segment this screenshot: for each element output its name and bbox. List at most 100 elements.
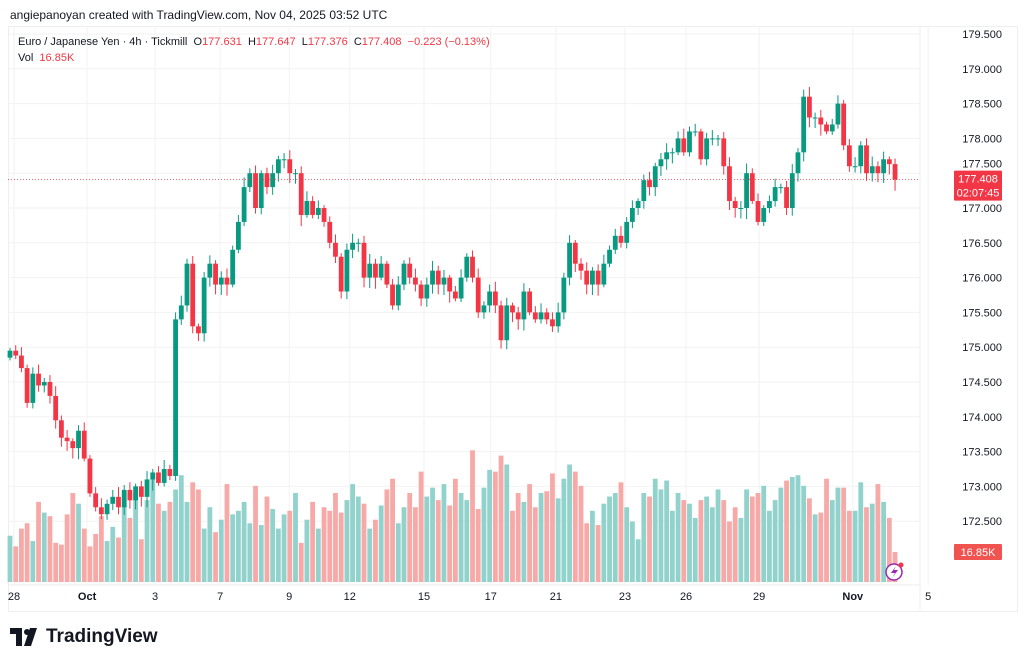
candle-body [167,469,173,476]
candle-body [333,242,338,257]
candle-body [841,103,847,146]
volume-bar [738,517,744,582]
volume-bar [19,528,24,582]
candle-body [852,166,858,168]
candle-body [881,159,887,174]
volume-bar [464,500,470,582]
chart-credit: angiepanoyan created with TradingView.co… [10,8,388,22]
volume-bar [190,482,196,582]
candle-body [784,187,789,208]
candle-body [236,221,241,250]
volume-bar [270,509,276,582]
candle-body [190,263,196,327]
volume-bar [287,510,293,582]
volume-bar [53,542,59,582]
volume-bar [355,496,361,582]
volume-bar [829,500,835,582]
open-label: O [193,36,203,48]
candle-body [418,284,424,299]
volume-bar [755,493,761,582]
volume-bar [475,509,481,582]
candle-body [624,221,630,243]
candle-body [698,131,704,160]
volume-bar [87,546,93,582]
time-tick-label: 15 [418,591,430,603]
volume-bar [333,493,338,582]
volume-bar [424,496,430,582]
candle-body [652,166,658,188]
candle-body [395,284,401,306]
volume-bar [367,528,373,582]
volume-bar [213,532,218,582]
candle-body [304,201,310,215]
volume-bar [178,475,184,582]
candle-body [173,319,178,476]
price-tick-label: 173.000 [962,481,1002,493]
close-value: 177.408 [361,36,402,48]
price-tick-label: 177.000 [962,203,1002,215]
volume-bar [521,501,527,582]
time-tick-label: 29 [753,591,765,603]
time-tick-label: 12 [344,591,356,603]
candle-body [213,263,218,285]
candle-body [778,187,784,189]
volume-bar [350,484,355,582]
volume-bar [629,521,635,582]
chart-legend: Euro / Japanese Yen · 4h · Tickmill O 177… [18,34,490,66]
volume-bar [835,487,841,582]
candle-body [869,166,875,174]
candle-body [378,263,384,278]
volume-bar [395,523,401,582]
candle-body [675,138,681,153]
volume-bar [886,517,892,582]
price-tick-label: 175.500 [962,307,1002,319]
candle-body [384,263,390,285]
candle-body [801,96,807,153]
volume-bar [504,464,510,582]
volume-row: Vol 16.85K [18,50,490,66]
candle-body [275,159,281,174]
price-tick-label: 179.000 [962,64,1002,76]
candle-body [532,312,538,320]
candle-body [270,173,276,188]
volume-bar [435,500,441,582]
volume-bar [498,455,504,582]
volume-bar [7,535,13,582]
volume-bar [327,510,333,582]
price-tick-label: 174.500 [962,377,1002,389]
volume-bar [858,482,864,582]
volume-value: 16.85K [39,52,75,64]
candle-body [36,373,41,386]
volume-bar [58,544,64,582]
candle-body [824,124,829,132]
symbol-title[interactable]: Euro / Japanese Yen · 4h · Tickmill [18,36,188,48]
time-tick-label: Oct [78,591,97,603]
candle-body [510,305,515,313]
candle-body [247,173,253,188]
low-label: L [301,36,308,48]
volume-bar [567,464,572,582]
volume-bar [144,500,150,582]
volume-bar [150,478,156,582]
candle-body [561,277,567,313]
candle-body [76,430,81,449]
candle-body [298,173,304,215]
candle-body [846,145,852,167]
candle-body [401,263,407,285]
tradingview-logo[interactable]: TradingView [10,626,158,648]
volume-bar [184,501,190,582]
volume-bar [156,503,161,582]
volume-bar [373,519,378,582]
candle-body [281,159,287,161]
volume-bar [13,546,19,582]
volume-bar [572,471,578,582]
candle-body [207,263,213,278]
candle-body [224,277,230,285]
candle-body [87,458,93,494]
volume-bar [201,528,207,582]
candle-body [567,242,572,278]
volume-bar [875,484,881,582]
volume-bar [487,469,493,582]
time-tick-label: Nov [842,591,864,603]
